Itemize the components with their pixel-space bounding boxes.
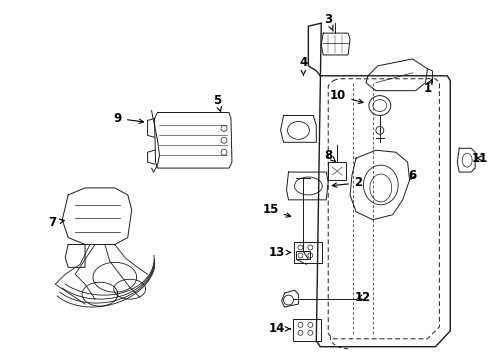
Text: 8: 8 [324, 149, 335, 162]
Text: 6: 6 [407, 168, 416, 181]
Bar [296, 251, 310, 260]
Text: 1: 1 [423, 79, 431, 95]
Text: 15: 15 [262, 203, 290, 217]
Text: 10: 10 [329, 89, 362, 103]
Bar [327, 162, 346, 180]
Text: 9: 9 [113, 112, 143, 125]
Text: 5: 5 [212, 94, 221, 111]
Text: 3: 3 [324, 13, 332, 31]
Text: 12: 12 [354, 291, 370, 303]
Bar [294, 242, 322, 264]
Text: 2: 2 [331, 176, 361, 189]
Text: 4: 4 [299, 57, 307, 75]
Text: 11: 11 [471, 152, 487, 165]
Text: 7: 7 [48, 216, 64, 229]
Text: 13: 13 [268, 246, 290, 259]
Text: 14: 14 [268, 322, 290, 336]
Bar [293, 319, 321, 341]
